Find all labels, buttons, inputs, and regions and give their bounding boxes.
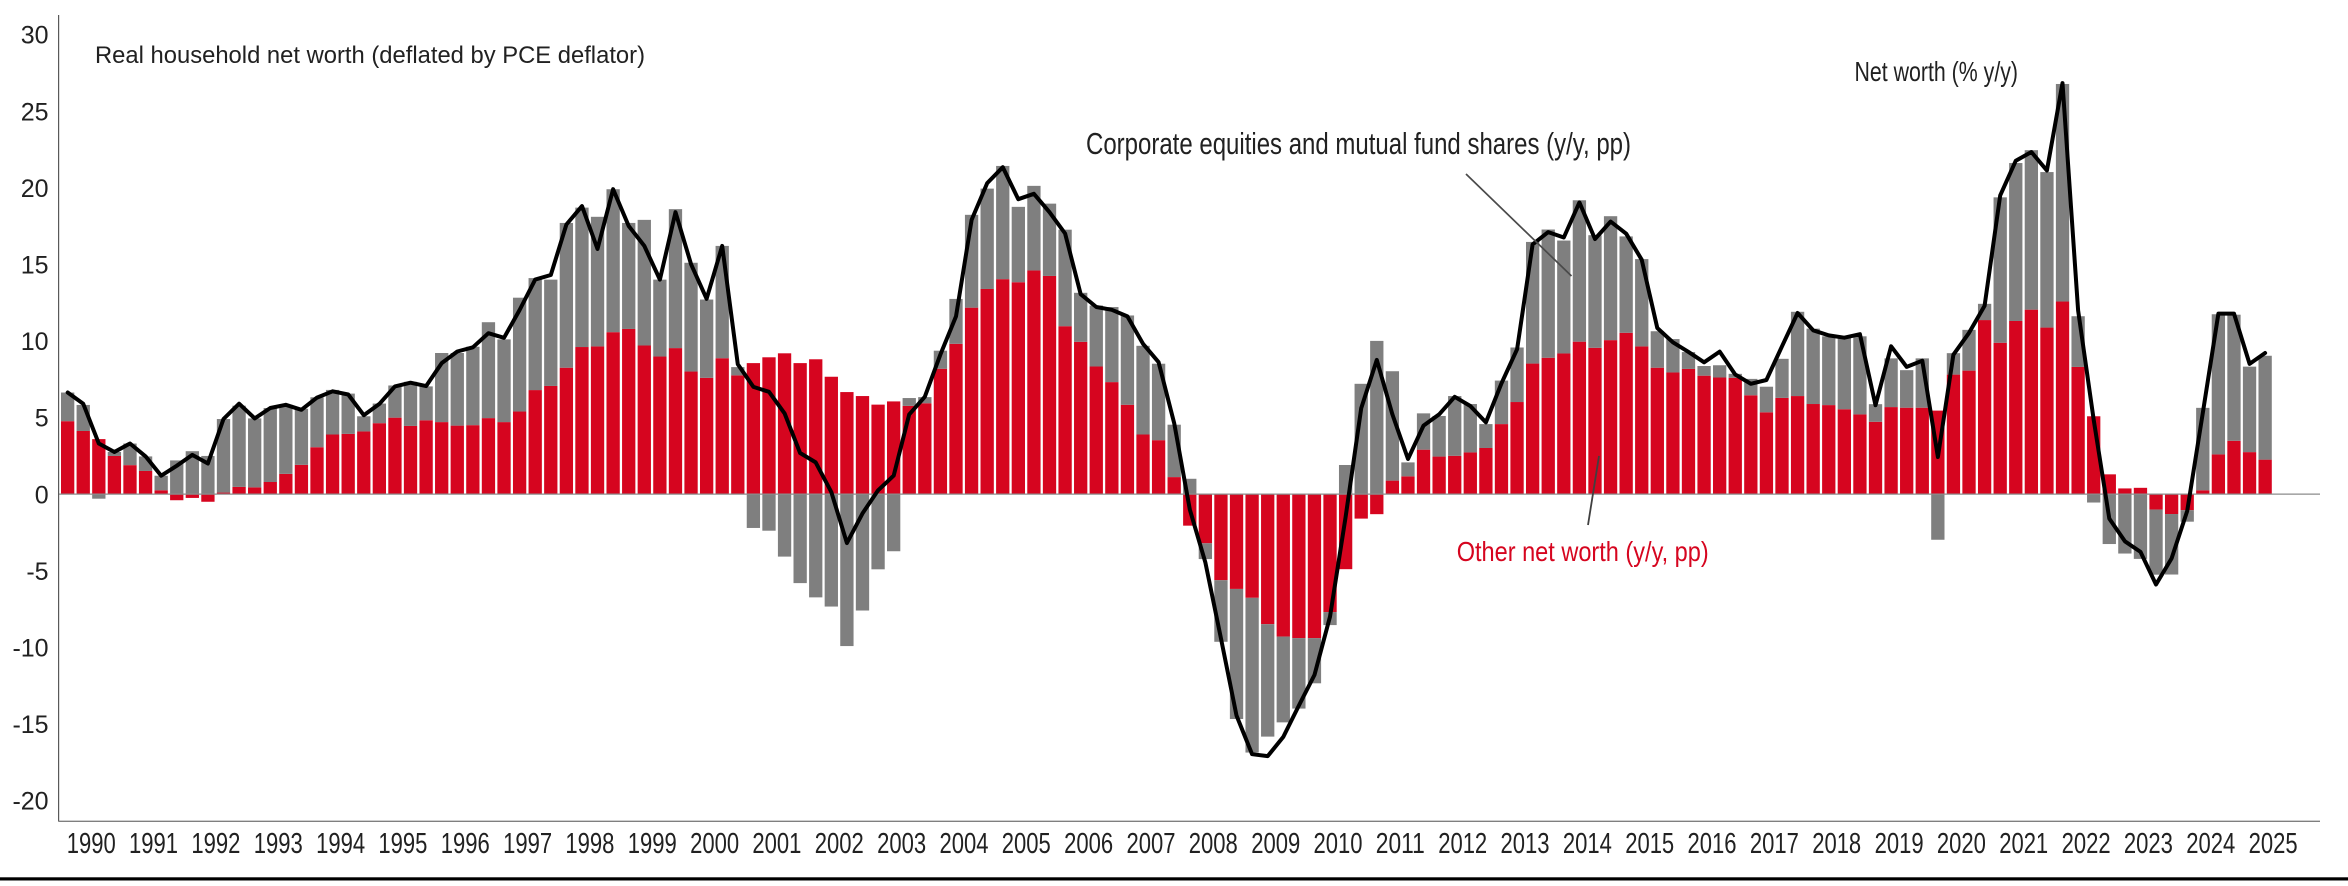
svg-text:2021: 2021 (1999, 828, 2048, 860)
svg-text:2010: 2010 (1314, 828, 1363, 860)
svg-text:10: 10 (21, 328, 49, 356)
svg-text:2003: 2003 (877, 828, 926, 860)
svg-text:2002: 2002 (815, 828, 864, 860)
svg-text:2009: 2009 (1251, 828, 1300, 860)
svg-text:2011: 2011 (1376, 828, 1425, 860)
svg-text:0: 0 (35, 481, 49, 509)
svg-text:2025: 2025 (2249, 828, 2298, 860)
svg-text:2024: 2024 (2186, 828, 2235, 860)
svg-text:1996: 1996 (441, 828, 490, 860)
svg-text:2004: 2004 (940, 828, 989, 860)
svg-text:2013: 2013 (1501, 828, 1550, 860)
svg-text:2000: 2000 (690, 828, 739, 860)
svg-text:15: 15 (21, 252, 49, 280)
svg-text:Other net worth (y/y, pp): Other net worth (y/y, pp) (1457, 536, 1709, 567)
svg-text:1994: 1994 (316, 828, 365, 860)
svg-text:2005: 2005 (1002, 828, 1051, 860)
svg-text:25: 25 (21, 98, 49, 126)
svg-text:1991: 1991 (129, 828, 178, 860)
svg-text:20: 20 (21, 175, 49, 203)
svg-text:-15: -15 (12, 711, 48, 739)
svg-text:-20: -20 (12, 788, 48, 816)
svg-text:2019: 2019 (1875, 828, 1924, 860)
svg-text:-5: -5 (26, 558, 48, 586)
svg-text:Real household net worth (defl: Real household net worth (deflated by PC… (95, 42, 645, 69)
svg-text:2023: 2023 (2124, 828, 2173, 860)
svg-text:2016: 2016 (1688, 828, 1737, 860)
svg-text:1993: 1993 (254, 828, 303, 860)
svg-text:2007: 2007 (1127, 828, 1176, 860)
svg-text:30: 30 (21, 22, 49, 50)
svg-text:5: 5 (35, 405, 49, 433)
svg-text:2006: 2006 (1064, 828, 1113, 860)
svg-text:1995: 1995 (378, 828, 427, 860)
svg-text:2014: 2014 (1563, 828, 1612, 860)
svg-text:-10: -10 (12, 635, 48, 663)
svg-text:2012: 2012 (1438, 828, 1487, 860)
svg-text:1997: 1997 (503, 828, 552, 860)
svg-text:2022: 2022 (2062, 828, 2111, 860)
svg-text:1998: 1998 (565, 828, 614, 860)
svg-text:2001: 2001 (752, 828, 801, 860)
svg-text:1999: 1999 (628, 828, 677, 860)
svg-text:1990: 1990 (67, 828, 116, 860)
svg-text:2015: 2015 (1625, 828, 1674, 860)
svg-text:2018: 2018 (1812, 828, 1861, 860)
svg-text:Corporate equities and mutual: Corporate equities and mutual fund share… (1086, 127, 1631, 161)
svg-text:Net worth (% y/y): Net worth (% y/y) (1855, 56, 2019, 87)
svg-text:2020: 2020 (1937, 828, 1986, 860)
svg-text:2017: 2017 (1750, 828, 1799, 860)
svg-text:1992: 1992 (191, 828, 240, 860)
svg-text:2008: 2008 (1189, 828, 1238, 860)
